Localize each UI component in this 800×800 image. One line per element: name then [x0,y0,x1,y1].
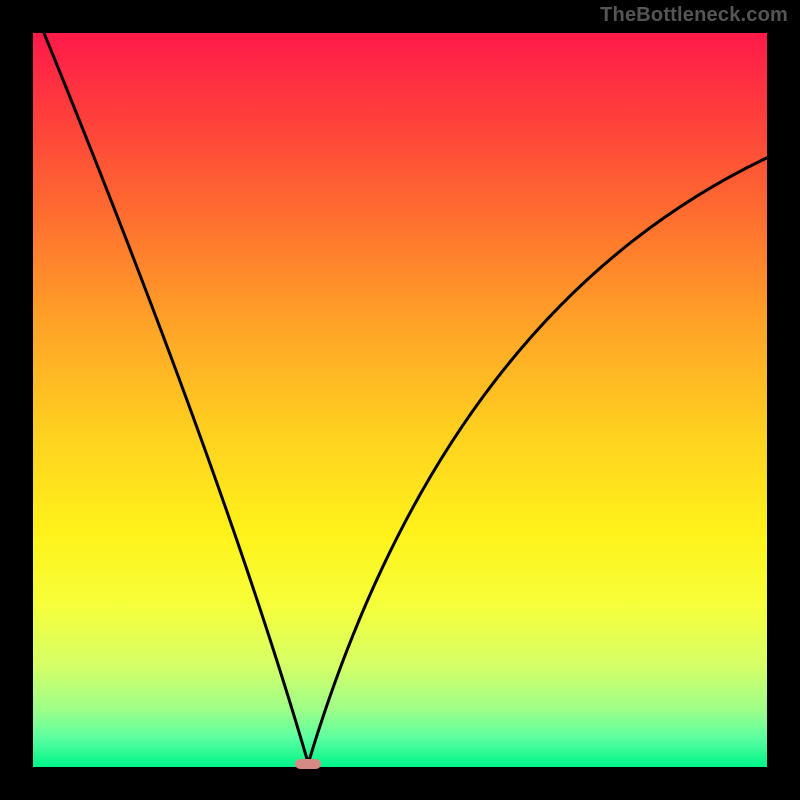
minimum-marker [295,759,321,769]
background-gradient [33,33,767,767]
watermark-text: TheBottleneck.com [600,4,788,27]
plot-area [33,33,767,767]
chart-canvas: TheBottleneck.com [0,0,800,800]
